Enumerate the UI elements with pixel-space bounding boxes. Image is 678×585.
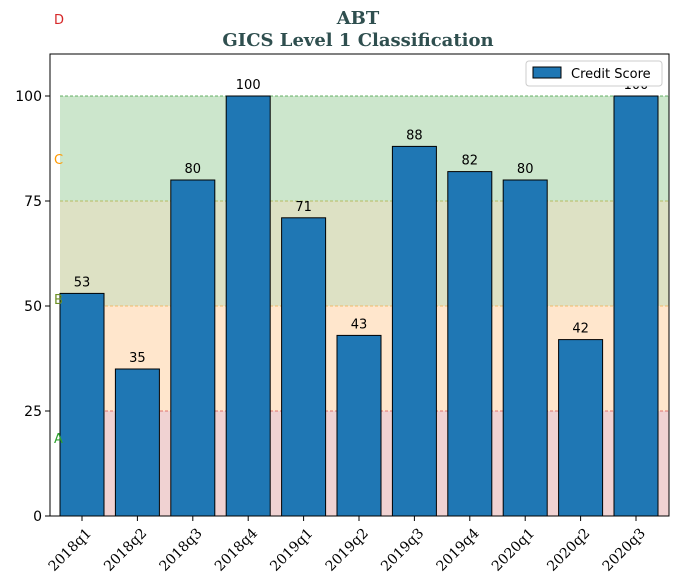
- bar-2019q1: [281, 217, 327, 517]
- data-label-2019q1: 71: [295, 200, 312, 215]
- x-tick-label-2019q1: 2019q1: [267, 526, 316, 575]
- chart-title: ABT: [336, 8, 380, 29]
- chart-subtitle: GICS Level 1 Classification: [222, 30, 493, 51]
- bar-2019q3: [391, 145, 437, 517]
- data-label-2019q4: 82: [462, 154, 479, 169]
- band-c: [60, 201, 669, 306]
- x-tick-label-2019q3: 2019q3: [378, 526, 427, 575]
- legend-swatch: [532, 66, 562, 79]
- legend-label: Credit Score: [571, 67, 651, 82]
- bars: [59, 95, 659, 517]
- band-label-b: B: [54, 293, 63, 308]
- x-tick-label-2018q3: 2018q3: [156, 526, 205, 575]
- x-axis: 2018q1 2018q2 2018q3 2018q4 2019q1 2019q2 2019…: [46, 516, 649, 575]
- y-tick-label-0: 0: [33, 509, 42, 525]
- x-tick-label-2020q3: 2020q3: [600, 526, 649, 575]
- y-axis: 0 25 50 75 100: [15, 89, 50, 525]
- bar-2020q3: [613, 95, 659, 517]
- data-label-2018q2: 35: [129, 351, 146, 366]
- bar-2018q4: [225, 95, 271, 517]
- legend: Credit Score: [525, 60, 663, 87]
- grade-band-labels: A B C D: [54, 13, 64, 447]
- data-label-2019q3: 88: [406, 128, 423, 143]
- data-label-2018q1: 53: [74, 275, 91, 290]
- y-tick-label-50: 50: [24, 299, 42, 315]
- bar-2019q4: [447, 171, 493, 517]
- data-label-2018q4: 100: [236, 78, 261, 93]
- data-label-2020q2: 42: [572, 322, 589, 337]
- bar-2020q1: [502, 179, 548, 517]
- x-tick-label-2020q1: 2020q1: [489, 526, 538, 575]
- x-tick-label-2018q4: 2018q4: [212, 525, 261, 574]
- data-label-2019q2: 43: [351, 317, 368, 332]
- bar-2018q2: [114, 368, 160, 517]
- band-d: [60, 96, 669, 201]
- x-tick-label-2019q2: 2019q2: [323, 526, 372, 575]
- bar-2020q2: [558, 339, 604, 517]
- y-tick-label-25: 25: [24, 404, 42, 420]
- x-tick-label-2020q2: 2020q2: [544, 526, 593, 575]
- x-tick-label-2019q4: 2019q4: [433, 525, 482, 574]
- bar-2018q1: [59, 292, 105, 517]
- data-label-2020q1: 80: [517, 162, 534, 177]
- band-label-a: A: [54, 432, 63, 447]
- bar-2019q2: [336, 334, 382, 517]
- y-tick-label-100: 100: [15, 89, 42, 105]
- band-label-c: C: [54, 153, 63, 168]
- x-tick-label-2018q1: 2018q1: [46, 526, 95, 575]
- bar-2018q3: [170, 179, 216, 517]
- data-label-2018q3: 80: [185, 162, 202, 177]
- band-label-d: D: [54, 13, 64, 28]
- x-tick-label-2018q2: 2018q2: [101, 526, 150, 575]
- y-tick-label-75: 75: [24, 194, 42, 210]
